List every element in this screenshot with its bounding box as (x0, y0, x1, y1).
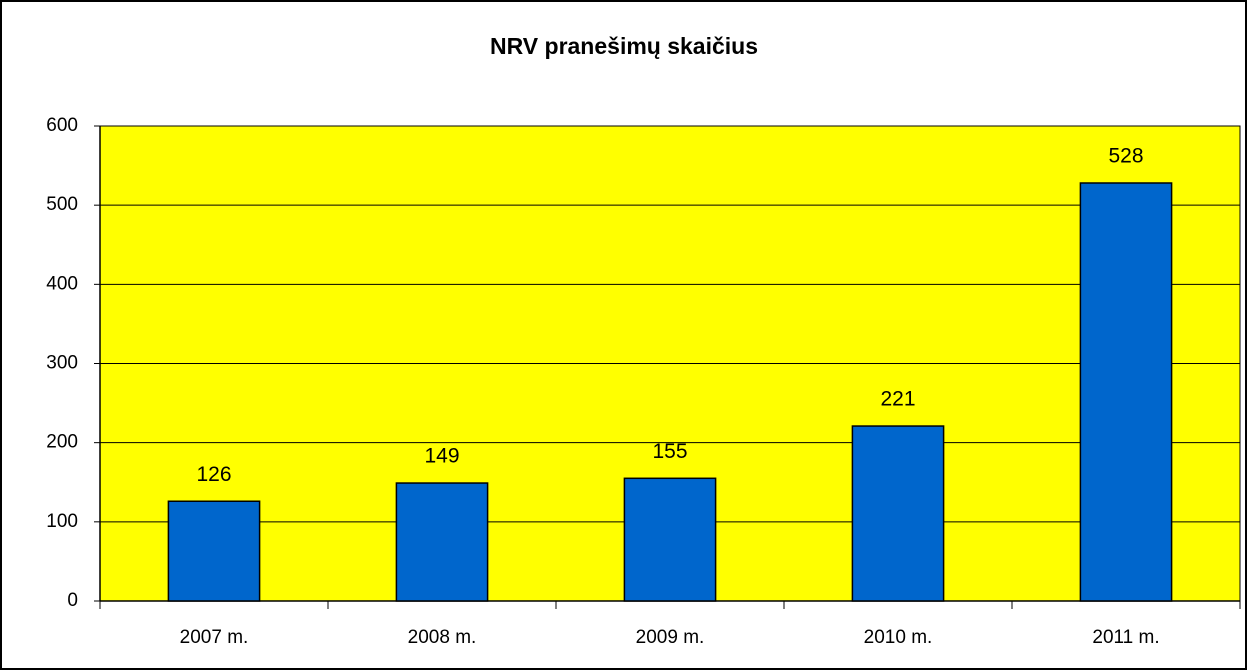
y-tick-label: 0 (67, 590, 78, 611)
bar (395, 482, 489, 602)
x-tick-label: 2007 m. (180, 627, 249, 648)
bar (167, 500, 261, 602)
data-label: 221 (880, 388, 915, 411)
data-label: 149 (424, 445, 459, 468)
x-tick-label: 2010 m. (864, 627, 933, 648)
y-tick-label: 500 (46, 194, 78, 215)
y-tick-label: 300 (46, 353, 78, 374)
bar (623, 477, 717, 602)
x-tick-label: 2009 m. (636, 627, 705, 648)
bar (1079, 182, 1173, 602)
data-label: 126 (196, 463, 231, 486)
x-tick-label: 2011 m. (1092, 627, 1159, 648)
y-tick-label: 600 (46, 115, 78, 136)
data-label: 528 (1108, 145, 1143, 168)
y-tick-label: 400 (46, 273, 78, 294)
data-label: 155 (652, 440, 687, 463)
y-tick-label: 200 (46, 432, 78, 453)
x-tick-label: 2008 m. (408, 627, 477, 648)
chart-title: NRV pranešimų skaičius (490, 33, 758, 59)
y-tick-label: 100 (46, 511, 78, 532)
bar (851, 425, 945, 602)
